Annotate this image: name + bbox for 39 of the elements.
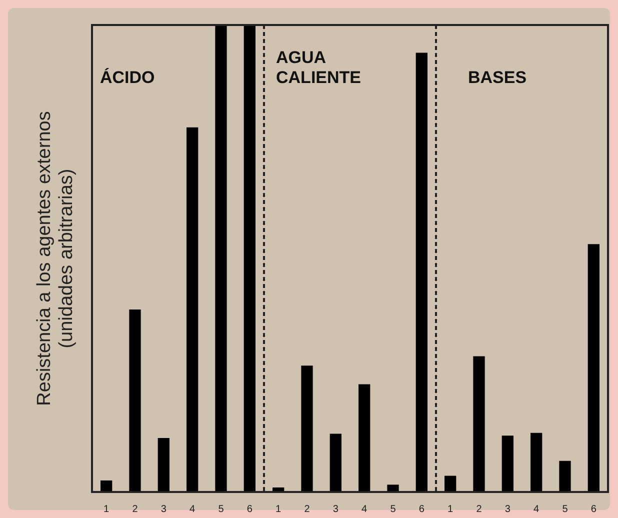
- bar: [473, 356, 485, 492]
- bar: [444, 476, 456, 492]
- x-tick-label: 1: [276, 504, 282, 515]
- x-tick-label: 2: [132, 504, 138, 515]
- x-tick-label: 3: [160, 504, 167, 515]
- bar: [100, 480, 112, 492]
- bar: [530, 432, 542, 492]
- x-tick-label: 2: [476, 504, 482, 515]
- bar: [158, 438, 170, 492]
- annotation: ÁCIDO: [100, 67, 155, 88]
- y-axis-title: Resistencia a los agentes externos (unidades arbitrarias): [34, 111, 78, 406]
- bar: [186, 127, 198, 492]
- bar: [502, 436, 514, 492]
- x-tick-label: 4: [534, 504, 540, 515]
- x-tick-label: 3: [504, 504, 511, 515]
- x-tick-label: 5: [218, 504, 224, 515]
- bar: [129, 310, 141, 492]
- bar: [244, 25, 256, 492]
- x-tick-label: 1: [104, 504, 110, 515]
- x-tick-label: 6: [590, 504, 597, 515]
- bar: [215, 25, 227, 492]
- bar: [588, 244, 600, 492]
- bar: [387, 484, 399, 492]
- x-tick-label: 6: [246, 504, 253, 515]
- x-tick-label: 4: [190, 504, 196, 515]
- x-tick-label: 3: [332, 504, 339, 515]
- x-tick-label: 4: [362, 504, 368, 515]
- bar: [330, 434, 342, 492]
- x-tick-label: 1: [448, 504, 454, 515]
- x-tick-label: 5: [390, 504, 396, 515]
- bar: [301, 366, 313, 492]
- annotation: AGUA CALIENTE: [276, 48, 361, 88]
- bar: [358, 384, 370, 492]
- x-tick-label: 6: [418, 504, 425, 515]
- bar: [559, 460, 571, 492]
- x-tick-label: 2: [304, 504, 310, 515]
- bar: [416, 52, 428, 492]
- annotation: BASES: [468, 68, 527, 88]
- x-tick-label: 5: [562, 504, 568, 515]
